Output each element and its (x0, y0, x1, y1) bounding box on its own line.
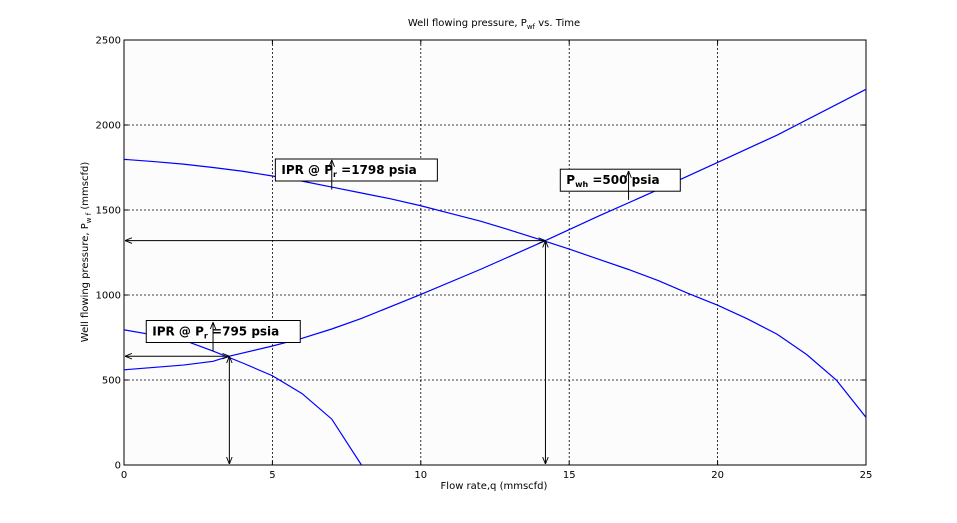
y-tick-label: 0 (115, 461, 121, 472)
annotation: IPR @ Pr =1798 psia (274, 158, 438, 190)
annotation: IPR @ Pr =795 psia (145, 320, 301, 352)
x-tick-label: 20 (711, 470, 724, 481)
annotation-box (559, 168, 681, 192)
y-tick-label: 2000 (96, 121, 121, 132)
ipr-1798-line (124, 158, 866, 418)
annotation-box (274, 158, 438, 182)
plot-area (123, 39, 867, 466)
annotation-text: Pwh =500 psia (566, 173, 659, 189)
x-tick-label: 0 (121, 470, 127, 481)
chart-title: Well flowing pressure, Pwf vs. Time (408, 18, 580, 31)
y-tick-label: 500 (102, 376, 121, 387)
annotation-box (145, 320, 301, 343)
annotation: Pwh =500 psia (559, 168, 681, 200)
x-tick-label: 15 (563, 470, 576, 481)
annotations: IPR @ Pr =1798 psia Pwh =500 psia IPR @ Pr… (145, 158, 681, 352)
grid (124, 40, 866, 465)
y-tick-label: 2500 (96, 36, 121, 47)
x-tick-label: 5 (269, 470, 275, 481)
y-tick-label: 1000 (96, 291, 121, 302)
annotation-text: IPR @ Pr =1798 psia (281, 163, 416, 179)
y-tick-label: 1500 (96, 206, 121, 217)
axis-ticks: 0 5 10 15 20 25 0 500 1000 1500 2000 2500 (96, 36, 873, 482)
x-tick-label: 25 (860, 470, 873, 481)
x-tick-label: 10 (414, 470, 427, 481)
x-axis-label: Flow rate,q (mmscfd) (441, 481, 548, 492)
annotation-text: IPR @ Pr =795 psia (152, 325, 279, 341)
intersection-guides (125, 241, 545, 464)
y-axis-label: Well flowing pressure, Pw f (mmscfd) (80, 162, 93, 343)
